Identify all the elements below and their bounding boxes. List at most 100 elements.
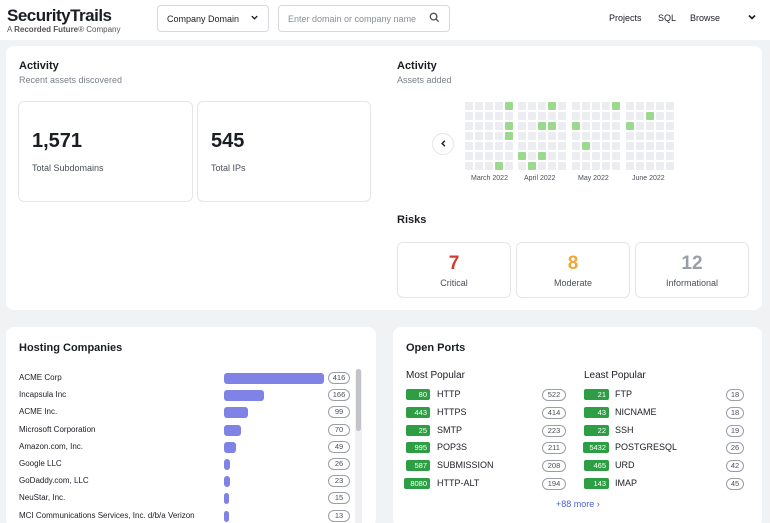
heatmap-cell [666, 142, 674, 150]
hosting-company-name[interactable]: Amazon.com, Inc. [19, 441, 84, 451]
port-service-name: HTTPS [437, 406, 467, 417]
search-type-select[interactable]: Company Domain [157, 5, 269, 32]
port-row[interactable]: 80 HTTP 522 [393, 387, 762, 403]
nav-browse[interactable]: Browse [690, 13, 721, 23]
heatmap-cell [548, 122, 556, 130]
hosting-row[interactable]: Incapsula Inc 166 [6, 387, 376, 404]
heatmap-month-label: April 2022 [524, 175, 556, 182]
heatmap-cell [518, 132, 526, 140]
hosting-company-name[interactable]: NeuStar, Inc. [19, 493, 66, 503]
hosting-scrollbar-thumb[interactable] [356, 369, 361, 431]
hosting-row[interactable]: ACME Inc. 99 [6, 404, 376, 421]
heatmap-cell [475, 162, 483, 170]
heatmap-cell [538, 162, 546, 170]
heatmap-cell [656, 122, 664, 130]
hosting-row[interactable]: MCI Communications Services, Inc. d/b/a … [6, 508, 376, 523]
risk-card-critical[interactable]: 7 Critical [397, 242, 511, 298]
hosting-row[interactable]: Microsoft Corporation 70 [6, 422, 376, 439]
heatmap-cell [528, 162, 536, 170]
port-row[interactable]: 443 HTTPS 414 [393, 405, 762, 421]
hosting-company-name[interactable]: Google LLC [19, 459, 62, 468]
port-row[interactable]: 25 SMTP 223 [393, 423, 762, 439]
port-number-badge: 995 [406, 442, 430, 454]
nav-sql[interactable]: SQL [658, 13, 677, 23]
heatmap-cell [538, 152, 546, 160]
port-row[interactable]: 465 URD 42 [393, 458, 762, 474]
hosting-row[interactable]: ACME Corp 416 [6, 370, 376, 387]
risk-critical-value: 7 [448, 253, 460, 274]
port-service-name: URD [615, 460, 635, 471]
account-menu-chevron-icon[interactable] [747, 12, 757, 24]
search-icon[interactable] [429, 12, 440, 25]
hosting-company-name[interactable]: ACME Inc. [19, 407, 58, 417]
hosting-row[interactable]: NeuStar, Inc. 15 [6, 490, 376, 507]
heatmap-cell [475, 142, 483, 150]
stat-card-subdomains[interactable]: 1,571 Total Subdomains [18, 101, 193, 202]
hosting-company-name[interactable]: GoDaddy.com, LLC [19, 476, 89, 486]
risk-moderate-label: Moderate [553, 278, 593, 288]
port-row[interactable]: 21 FTP 18 [393, 387, 762, 403]
hosting-bar [224, 441, 236, 453]
stat-card-ips[interactable]: 545 Total IPs [197, 101, 371, 202]
more-ports-link[interactable]: +88 more › [556, 499, 600, 509]
hosting-company-name[interactable]: ACME Corp [19, 373, 62, 382]
heatmap-cell [465, 142, 473, 150]
heatmap-prev-button[interactable] [432, 133, 454, 155]
search-input[interactable] [288, 13, 423, 24]
hosting-row[interactable]: GoDaddy.com, LLC 23 [6, 473, 376, 490]
heatmap-cell [495, 112, 503, 120]
port-row[interactable]: 43 NICNAME 18 [393, 405, 762, 421]
hosting-companies-panel: Hosting Companies ACME Corp 416 Incapsula … [6, 327, 376, 523]
port-count-badge: 208 [542, 460, 566, 473]
heatmap-cell [548, 142, 556, 150]
heatmap-cell [465, 102, 473, 110]
hosting-count-badge: 99 [328, 406, 350, 419]
port-number-badge: 22 [584, 424, 609, 436]
port-service-name: SMTP [437, 424, 463, 435]
hosting-bar [224, 476, 230, 488]
search-box[interactable] [278, 5, 450, 32]
heatmap-cell [548, 152, 556, 160]
heatmap-cell [505, 132, 513, 140]
heatmap-cell [592, 152, 600, 160]
hosting-row[interactable]: Amazon.com, Inc. 49 [6, 439, 376, 456]
activity-subtitle: Recent assets discovered [19, 75, 123, 85]
hosting-company-name[interactable]: Microsoft Corporation [19, 424, 96, 434]
port-row[interactable]: 587 SUBMISSION 208 [393, 458, 762, 474]
heatmap-cell [656, 162, 664, 170]
heatmap-month-label: May 2022 [578, 175, 609, 182]
heatmap-cell [626, 142, 634, 150]
heatmap-cell [602, 112, 610, 120]
logo-tagline-brand: Recorded Future [14, 25, 79, 34]
hosting-scrollbar[interactable] [355, 369, 362, 523]
hosting-count-badge: 70 [328, 423, 350, 436]
nav-projects[interactable]: Projects [609, 13, 642, 23]
hosting-company-name[interactable]: MCI Communications Services, Inc. d/b/a … [19, 510, 195, 520]
port-service-name: SUBMISSION [437, 460, 494, 471]
heatmap-cell [485, 152, 493, 160]
port-number-badge: 43 [584, 406, 609, 418]
risk-card-moderate[interactable]: 8 Moderate [516, 242, 630, 298]
port-row[interactable]: 143 IMAP 45 [393, 476, 762, 492]
port-number-badge: 25 [406, 424, 430, 436]
port-count-badge: 522 [542, 389, 566, 401]
port-row[interactable]: 5432 POSTGRESQL 26 [393, 440, 762, 456]
risk-card-informational[interactable]: 12 Informational [635, 242, 749, 298]
port-row[interactable]: 8080 HTTP-ALT 194 [393, 476, 762, 492]
hosting-row[interactable]: Google LLC 26 [6, 456, 376, 473]
heatmap-cell [636, 102, 644, 110]
hosting-company-name[interactable]: Incapsula Inc [19, 390, 67, 400]
heatmap-cell [646, 132, 654, 140]
heatmap-cell [475, 112, 483, 120]
port-count-badge: 223 [542, 424, 566, 437]
port-service-name: HTTP-ALT [437, 478, 480, 488]
heatmap-cell [548, 132, 556, 140]
heatmap-cell [528, 152, 536, 160]
logo[interactable]: SecurityTrails A Recorded Future® Compan… [7, 6, 121, 34]
heatmap-cell [538, 142, 546, 150]
heatmap-cell [558, 112, 566, 120]
heatmap-cell [485, 132, 493, 140]
heatmap-cell [558, 162, 566, 170]
port-row[interactable]: 995 POP3S 211 [393, 440, 762, 456]
port-row[interactable]: 22 SSH 19 [393, 423, 762, 439]
